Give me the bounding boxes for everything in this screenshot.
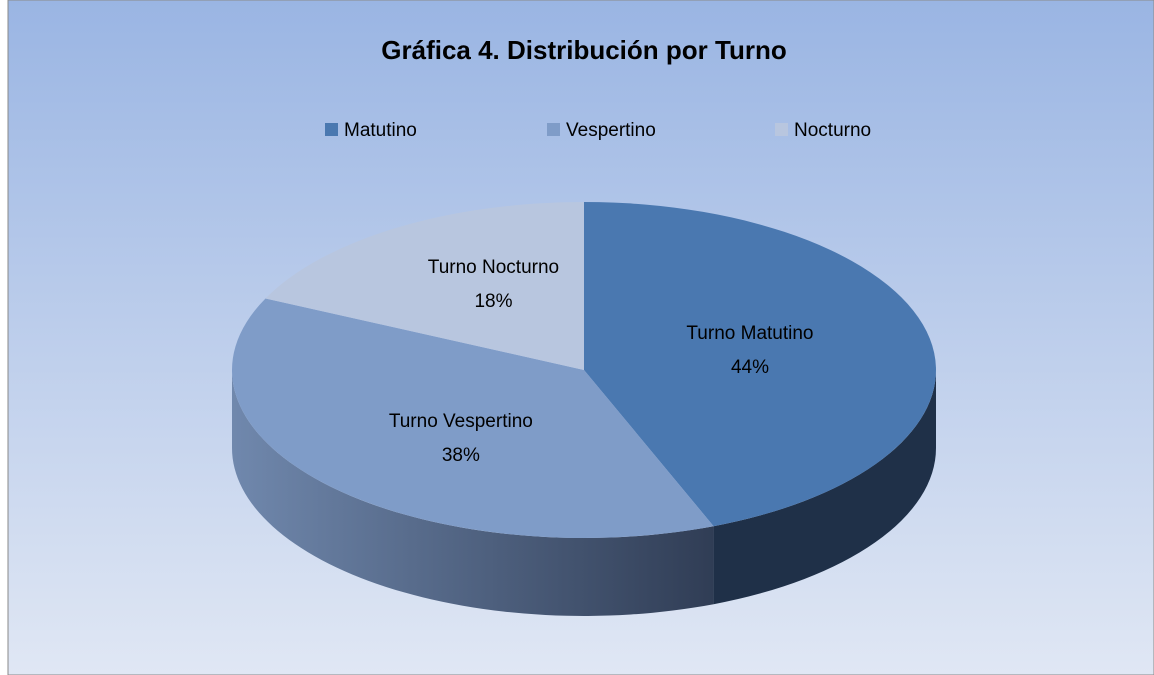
pie-slice [584, 202, 937, 527]
slice-label: Turno Matutino [686, 323, 813, 344]
value-label: 38% [442, 445, 480, 466]
legend-swatch [325, 123, 338, 136]
legend-label: Vespertino [566, 120, 656, 141]
slice-side [713, 370, 936, 605]
legend-swatch [547, 123, 560, 136]
pie-slice [265, 202, 584, 370]
slice-label: Turno Nocturno [428, 257, 559, 278]
value-label: 18% [474, 291, 512, 312]
value-label: 44% [731, 357, 769, 378]
legend-label: Matutino [344, 120, 417, 141]
slice-label: Turno Vespertino [389, 411, 533, 432]
chart-title: Gráfica 4. Distribución por Turno [381, 35, 786, 65]
legend-swatch [775, 123, 788, 136]
legend-label: Nocturno [794, 120, 871, 141]
slice-side [232, 370, 714, 617]
pie-slice [232, 298, 714, 538]
